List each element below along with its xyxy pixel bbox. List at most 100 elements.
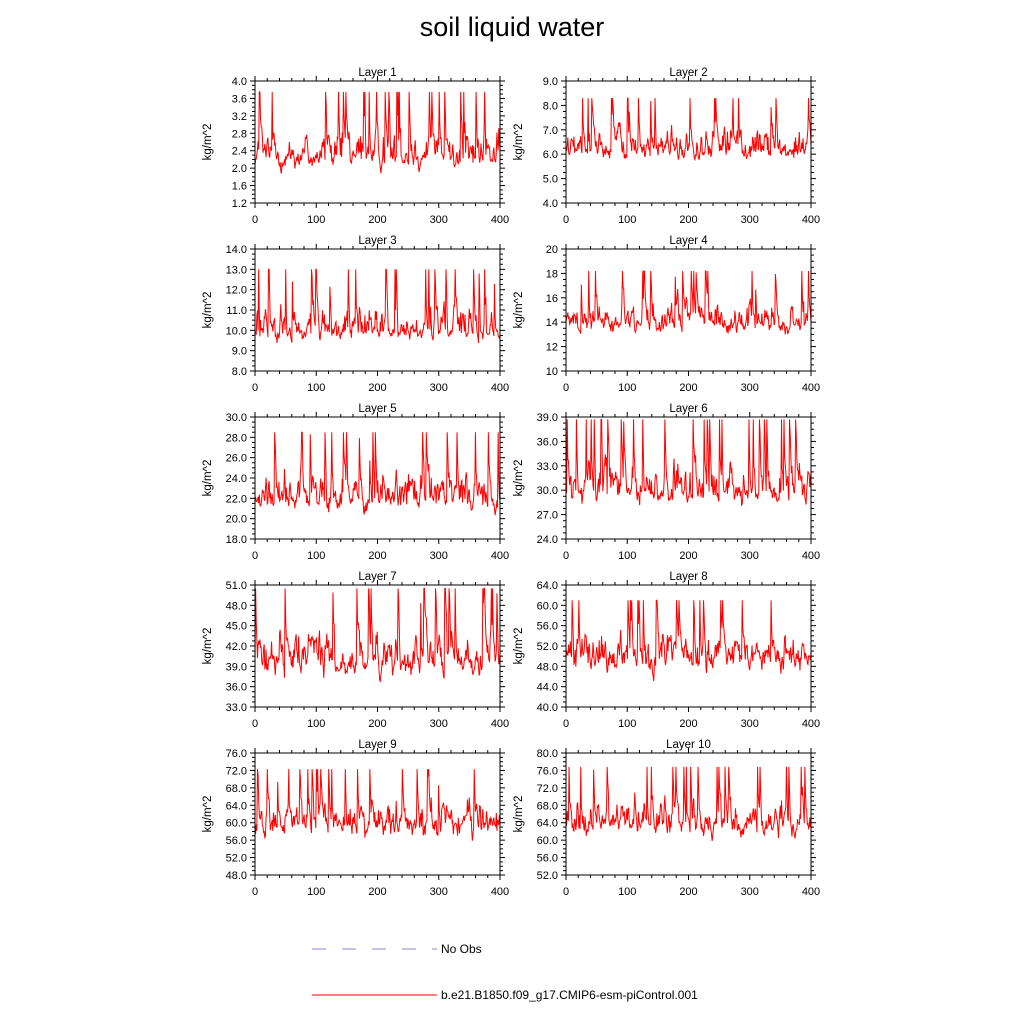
y-tick-label: 9.0 — [232, 346, 247, 358]
x-tick-label: 400 — [802, 886, 820, 898]
panel-title: Layer 7 — [358, 571, 396, 583]
y-tick-label: 13.0 — [226, 264, 247, 276]
y-axis-label: kg/m^2 — [202, 460, 214, 497]
x-tick-label: 100 — [618, 718, 636, 730]
panel-layer-1: Layer 1 kg/m^2 1.2 1.6 2.0 2.4 2.8 3.2 3.6 4.0 0 10… — [202, 67, 509, 226]
y-tick-label: 3.6 — [232, 93, 247, 105]
x-tick-label: 200 — [368, 214, 386, 226]
x-tick-label: 300 — [741, 550, 759, 562]
y-tick-label: 60.0 — [226, 818, 247, 830]
y-tick-label: 2.8 — [232, 128, 247, 140]
y-axis-label: kg/m^2 — [513, 460, 525, 497]
y-tick-label: 4.0 — [543, 198, 558, 210]
x-tick-label: 300 — [430, 382, 448, 394]
x-tick-label: 100 — [307, 718, 325, 730]
y-axis-label: kg/m^2 — [202, 124, 214, 161]
panel-title: Layer 4 — [669, 235, 708, 247]
panel-layer-3: Layer 3 kg/m^2 8.0 9.0 10.0 11.0 12.0 13.0 14.0 0… — [202, 235, 509, 394]
y-axis-label: kg/m^2 — [202, 628, 214, 665]
x-tick-label: 300 — [741, 886, 759, 898]
y-tick-label: 16 — [546, 293, 558, 305]
y-tick-label: 28.0 — [226, 432, 247, 444]
y-tick-label: 36.0 — [226, 682, 247, 694]
y-tick-label: 8.0 — [543, 100, 558, 112]
y-tick-label: 3.2 — [232, 111, 247, 123]
y-axis-label: kg/m^2 — [513, 124, 525, 161]
x-tick-label: 100 — [618, 886, 636, 898]
y-tick-label: 60.0 — [537, 600, 558, 612]
y-tick-label: 56.0 — [537, 621, 558, 633]
y-tick-label: 26.0 — [226, 453, 247, 465]
y-tick-label: 12 — [546, 342, 558, 354]
y-tick-label: 2.0 — [232, 163, 247, 175]
legend-label: b.e21.B1850.f09_g17.CMIP6-esm-piControl.… — [441, 988, 698, 1002]
x-tick-label: 0 — [563, 718, 569, 730]
y-tick-label: 1.2 — [232, 198, 247, 210]
x-tick-label: 0 — [252, 382, 258, 394]
plot-frame — [565, 752, 812, 876]
panel-title: Layer 8 — [669, 571, 707, 583]
x-tick-label: 400 — [491, 550, 509, 562]
panel-layer-6: Layer 6 kg/m^2 24.0 27.0 30.0 33.0 36.0 39.0 0 10… — [513, 403, 820, 562]
x-tick-label: 0 — [252, 718, 258, 730]
y-tick-label: 44.0 — [537, 682, 558, 694]
plot-frame — [565, 248, 812, 372]
y-tick-label: 5.0 — [543, 174, 558, 186]
y-tick-label: 18 — [546, 268, 558, 280]
y-tick-label: 18.0 — [226, 534, 247, 546]
y-tick-label: 52.0 — [537, 641, 558, 653]
x-tick-label: 100 — [307, 382, 325, 394]
series-line — [565, 766, 812, 841]
x-tick-label: 300 — [741, 382, 759, 394]
series-line — [565, 599, 812, 682]
y-tick-label: 36.0 — [537, 436, 558, 448]
panel-layer-2: Layer 2 kg/m^2 4.0 5.0 6.0 7.0 8.0 9.0 0 100 200 30… — [513, 67, 820, 226]
series-line — [254, 431, 501, 516]
x-tick-label: 400 — [802, 550, 820, 562]
x-tick-label: 100 — [618, 382, 636, 394]
panel-layer-8: Layer 8 kg/m^2 40.0 44.0 48.0 52.0 56.0 60.0 64.… — [513, 571, 820, 730]
y-tick-label: 2.4 — [232, 146, 247, 158]
panel-title: Layer 9 — [358, 739, 396, 751]
x-tick-label: 0 — [252, 886, 258, 898]
series-line — [254, 587, 501, 684]
panel-title: Layer 10 — [666, 739, 711, 751]
y-tick-label: 76.0 — [537, 765, 558, 777]
x-tick-label: 400 — [491, 214, 509, 226]
y-tick-label: 72.0 — [537, 783, 558, 795]
x-tick-label: 100 — [618, 214, 636, 226]
y-tick-label: 30.0 — [537, 485, 558, 497]
x-tick-label: 400 — [802, 214, 820, 226]
y-tick-label: 9.0 — [543, 76, 558, 88]
y-tick-label: 22.0 — [226, 493, 247, 505]
x-tick-label: 200 — [679, 886, 697, 898]
y-tick-label: 6.0 — [543, 149, 558, 161]
x-tick-label: 400 — [802, 718, 820, 730]
plot-frame — [254, 416, 501, 540]
series-line — [565, 97, 812, 162]
y-axis-label: kg/m^2 — [202, 292, 214, 329]
x-tick-label: 0 — [563, 214, 569, 226]
x-tick-label: 200 — [368, 550, 386, 562]
y-tick-label: 8.0 — [232, 366, 247, 378]
x-tick-label: 300 — [430, 886, 448, 898]
y-tick-label: 52.0 — [226, 853, 247, 865]
x-tick-label: 0 — [252, 214, 258, 226]
x-tick-label: 400 — [491, 382, 509, 394]
panel-title: Layer 1 — [358, 67, 396, 79]
panel-title: Layer 3 — [358, 235, 396, 247]
x-tick-label: 100 — [307, 214, 325, 226]
y-tick-label: 4.0 — [232, 76, 247, 88]
y-tick-label: 10 — [546, 366, 558, 378]
y-tick-label: 14 — [546, 317, 558, 329]
y-tick-label: 51.0 — [226, 580, 247, 592]
y-tick-label: 52.0 — [537, 870, 558, 882]
x-tick-label: 300 — [430, 718, 448, 730]
panel-title: Layer 6 — [669, 403, 707, 415]
y-tick-label: 80.0 — [537, 748, 558, 760]
y-tick-label: 12.0 — [226, 285, 247, 297]
panel-layer-10: Layer 10 kg/m^2 52.0 56.0 60.0 64.0 68.0 72.0 76… — [513, 739, 820, 898]
y-tick-label: 10.0 — [226, 325, 247, 337]
x-tick-label: 0 — [563, 550, 569, 562]
